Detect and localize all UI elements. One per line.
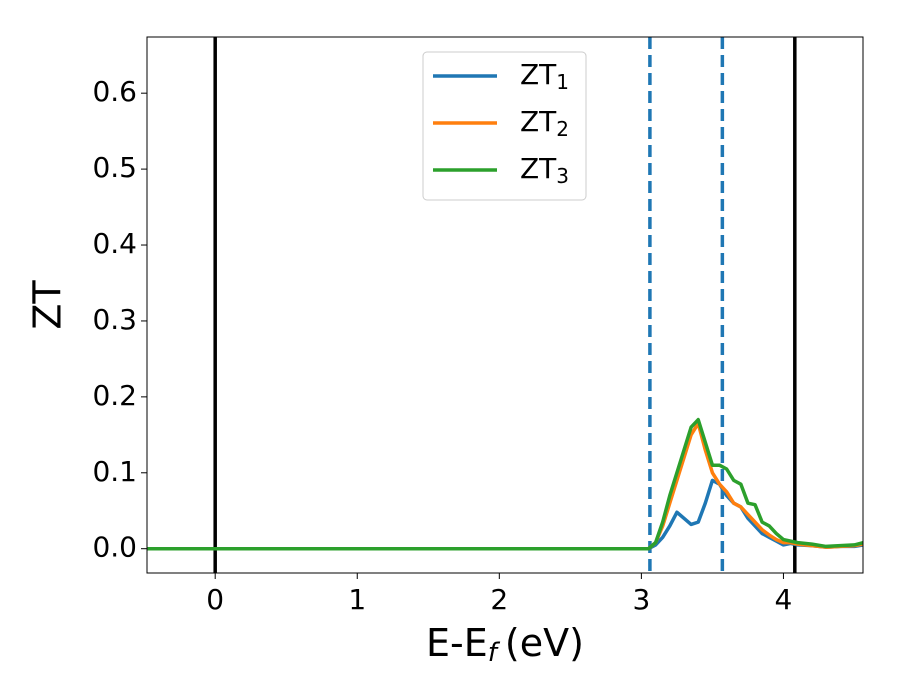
y-tick-label: 0.1 (92, 455, 137, 488)
legend-label-main: ZT (520, 152, 557, 185)
x-tick-label: 2 (490, 583, 508, 616)
y-axis-label: ZT (26, 280, 70, 330)
x-tick-label: 3 (632, 583, 650, 616)
x-tick-label: 0 (206, 583, 224, 616)
legend-label-sub: 1 (556, 70, 569, 94)
y-tick-label: 0.4 (92, 227, 137, 260)
series-line (147, 417, 863, 551)
legend-label: ZT1 (520, 58, 569, 94)
x-label-main: E-E (426, 621, 488, 665)
x-label-unit: (eV) (505, 621, 584, 665)
y-tick-label: 0.6 (92, 75, 137, 108)
legend-label: ZT3 (520, 152, 569, 188)
legend-label-main: ZT (520, 58, 557, 91)
legend-label: ZT2 (520, 105, 569, 141)
x-tick-label: 1 (348, 583, 366, 616)
legend-label-sub: 3 (556, 164, 569, 188)
y-tick-label: 0.2 (92, 379, 137, 412)
legend-box (422, 51, 587, 201)
legend-label-main: ZT (520, 105, 557, 138)
legend-label-sub: 2 (556, 117, 569, 141)
x-tick-label: 4 (775, 583, 793, 616)
y-tick-label: 0.5 (92, 151, 137, 184)
y-tick-label: 0.3 (92, 303, 137, 336)
x-axis-label: E-Ef (eV) (426, 621, 584, 668)
plot-frame (146, 36, 864, 574)
y-tick-label: 0.0 (92, 531, 137, 564)
